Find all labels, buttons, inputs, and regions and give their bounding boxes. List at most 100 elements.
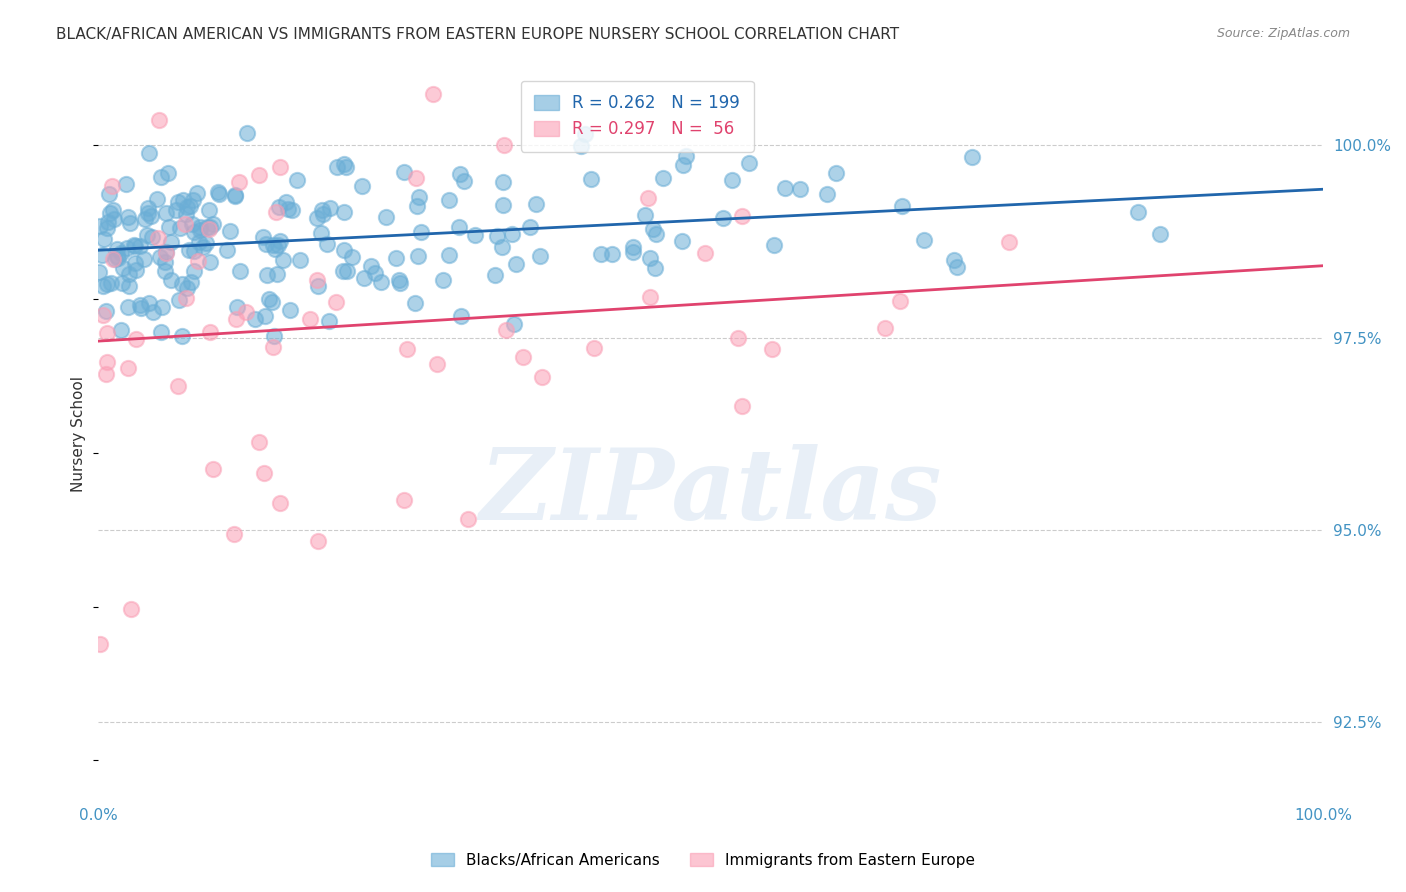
Point <box>945 260 967 275</box>
Point <box>105 242 128 256</box>
Point <box>574 127 596 141</box>
Point <box>503 317 526 331</box>
Y-axis label: Nursery School: Nursery School <box>72 376 86 491</box>
Point <box>494 138 516 153</box>
Point <box>128 238 150 252</box>
Point <box>149 250 172 264</box>
Point <box>422 87 444 101</box>
Point <box>149 170 172 185</box>
Point <box>247 435 270 450</box>
Point <box>118 267 141 281</box>
Point <box>912 233 935 247</box>
Point <box>340 251 363 265</box>
Point <box>150 300 173 314</box>
Point <box>200 254 222 268</box>
Point <box>271 252 294 267</box>
Point <box>266 267 288 281</box>
Point <box>529 248 551 262</box>
Point <box>134 211 156 226</box>
Point <box>117 360 139 375</box>
Point <box>449 219 471 234</box>
Point <box>404 296 426 310</box>
Point <box>155 246 177 260</box>
Point <box>111 276 134 290</box>
Point <box>274 195 297 210</box>
Point <box>97 215 120 229</box>
Point <box>388 273 411 287</box>
Point <box>202 217 225 231</box>
Point <box>1126 204 1149 219</box>
Point <box>353 271 375 285</box>
Point <box>720 173 742 187</box>
Point <box>136 201 159 215</box>
Point <box>319 201 342 215</box>
Point <box>96 355 118 369</box>
Point <box>98 186 121 201</box>
Point <box>225 312 247 326</box>
Point <box>198 202 221 217</box>
Point <box>889 294 911 309</box>
Point <box>165 202 187 217</box>
Point <box>91 248 114 262</box>
Point <box>243 312 266 326</box>
Point <box>188 223 211 237</box>
Point <box>364 266 387 280</box>
Point <box>262 294 284 309</box>
Point <box>388 276 411 290</box>
Point <box>157 220 180 235</box>
Point <box>146 231 169 245</box>
Point <box>962 151 984 165</box>
Point <box>93 231 115 245</box>
Point <box>225 300 247 314</box>
Legend: Blacks/African Americans, Immigrants from Eastern Europe: Blacks/African Americans, Immigrants fro… <box>423 845 983 875</box>
Point <box>110 245 132 260</box>
Point <box>179 199 201 213</box>
Point <box>207 186 229 200</box>
Point <box>281 202 304 217</box>
Text: ZIPatlas: ZIPatlas <box>479 444 942 541</box>
Point <box>173 218 195 232</box>
Point <box>118 217 141 231</box>
Point <box>891 199 914 213</box>
Point <box>155 245 177 260</box>
Point <box>512 351 534 365</box>
Point <box>524 197 547 211</box>
Point <box>89 265 111 279</box>
Point <box>335 160 357 174</box>
Point <box>96 367 118 381</box>
Point <box>198 220 221 235</box>
Point <box>193 240 215 254</box>
Point <box>644 260 666 275</box>
Point <box>224 526 246 541</box>
Point <box>727 331 749 345</box>
Point <box>693 245 716 260</box>
Point <box>120 602 142 616</box>
Point <box>256 268 278 282</box>
Point <box>217 244 239 258</box>
Point <box>318 314 340 328</box>
Point <box>183 263 205 277</box>
Point <box>731 209 754 223</box>
Point <box>395 342 418 356</box>
Point <box>352 179 374 194</box>
Point <box>569 138 592 153</box>
Point <box>333 157 356 171</box>
Point <box>305 273 328 287</box>
Point <box>103 252 125 267</box>
Point <box>98 206 121 220</box>
Point <box>160 273 183 287</box>
Point <box>405 171 427 186</box>
Point <box>392 492 415 507</box>
Point <box>141 230 163 244</box>
Point <box>408 190 430 204</box>
Point <box>437 247 460 261</box>
Point <box>267 238 290 252</box>
Point <box>101 202 124 217</box>
Point <box>432 273 454 287</box>
Point <box>136 206 159 220</box>
Point <box>638 251 661 265</box>
Point <box>374 210 396 224</box>
Point <box>224 188 246 202</box>
Point <box>117 301 139 315</box>
Point <box>198 325 221 339</box>
